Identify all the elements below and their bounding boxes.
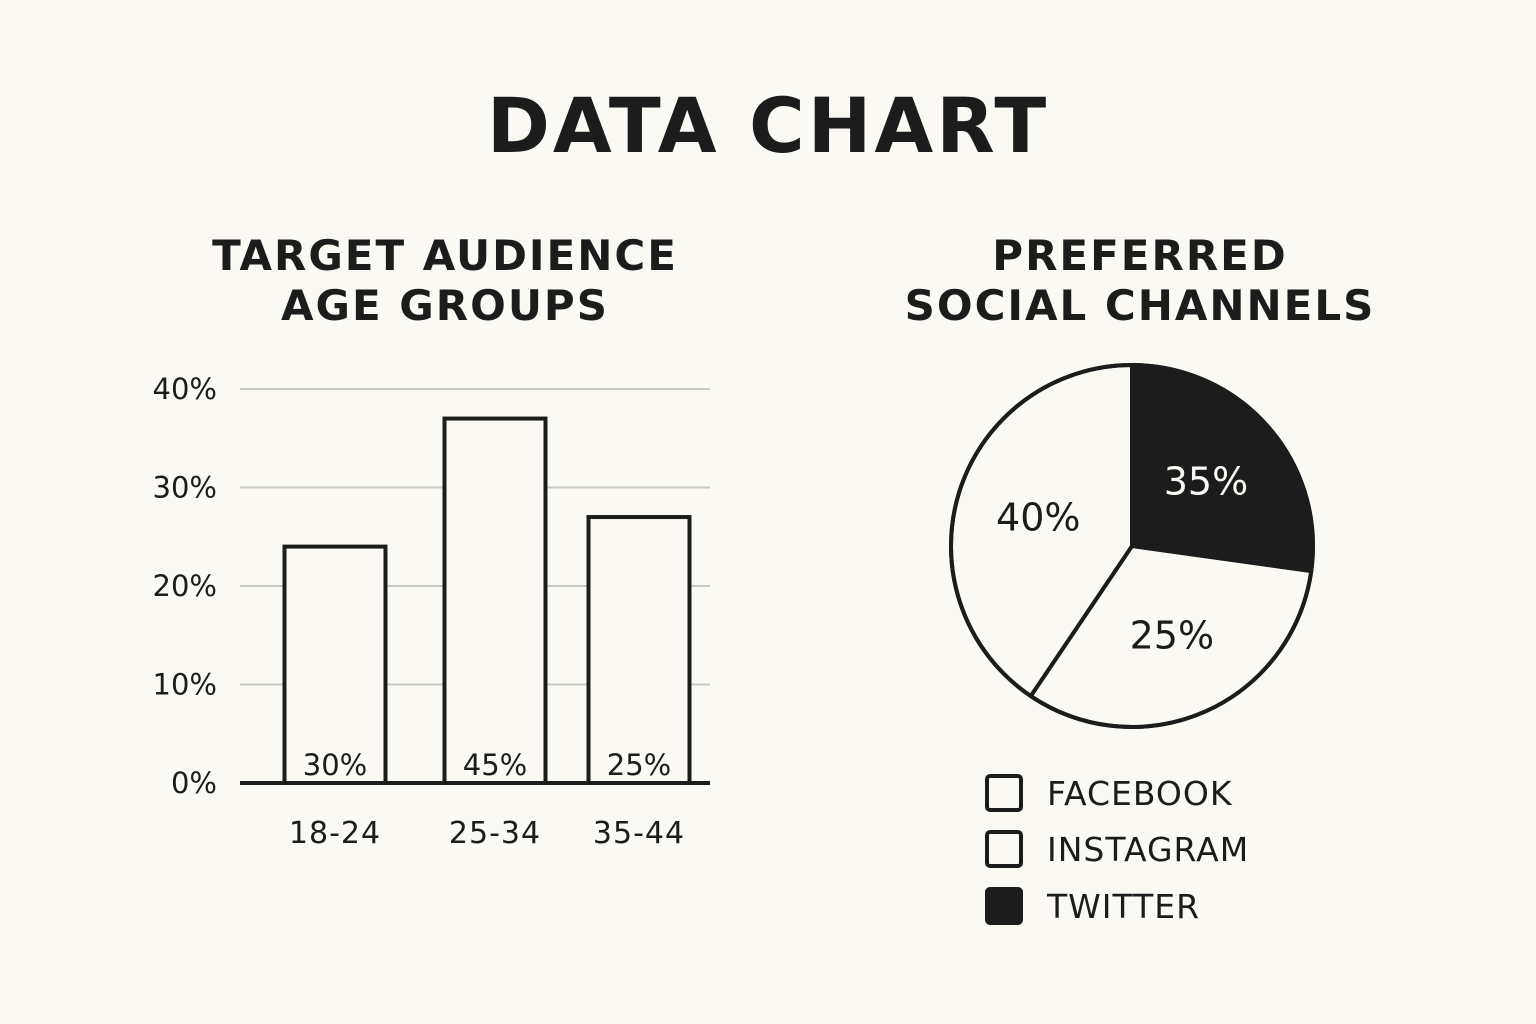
x-category-label-35-44: 35-44 (593, 816, 685, 851)
pie-outline (949, 363, 1315, 729)
pie-slice-label-facebook: 40% (996, 495, 1080, 539)
pie-chart-title-line-1: PREFERRED (992, 231, 1287, 280)
bar-25-34 (442, 416, 548, 785)
pie-slice-label-instagram: 25% (1130, 614, 1214, 658)
bar-chart-title-line-1: TARGET AUDIENCE (212, 231, 678, 280)
page-title: DATA CHART (486, 81, 1050, 170)
y-tick-label-20: 20% (153, 569, 217, 603)
legend-label-instagram: INSTAGRAM (1047, 830, 1249, 869)
legend-swatch-facebook (985, 774, 1023, 812)
bar-chart-title-line-2: AGE GROUPS (281, 281, 609, 330)
x-category-label-25-34: 25-34 (449, 816, 541, 851)
x-category-label-18-24: 18-24 (289, 816, 381, 851)
y-tick-label-40: 40% (153, 372, 217, 406)
bar-value-label-35-44: 25% (607, 748, 671, 782)
pie-chart-title-line-2: SOCIAL CHANNELS (905, 281, 1376, 330)
bar-chart-x-axis-labels: 18-24 25-34 35-44 (289, 816, 685, 851)
pie-chart-legend: FACEBOOK INSTAGRAM TWITTER (985, 774, 1249, 926)
bar-35-44 (586, 515, 692, 785)
bar-chart-age-groups: TARGET AUDIENCE AGE GROUPS 0% 10% 20% 30% 40… (153, 231, 710, 851)
bar-value-label-25-34: 45% (463, 748, 527, 782)
y-tick-label-30: 30% (153, 471, 217, 505)
legend-label-twitter: TWITTER (1046, 887, 1200, 926)
legend-swatch-twitter (985, 887, 1023, 925)
y-tick-label-0: 0% (171, 766, 217, 800)
bar-chart-y-axis-ticks: 0% 10% 20% 30% 40% (153, 372, 217, 800)
legend-label-facebook: FACEBOOK (1047, 774, 1233, 813)
bar-value-label-18-24: 30% (303, 748, 367, 782)
bar-chart-bars: 30% 45% 25% (240, 416, 710, 785)
y-tick-label-10: 10% (153, 668, 217, 702)
pie-slice-label-twitter: 35% (1164, 460, 1248, 504)
pie-chart-social-channels: PREFERRED SOCIAL CHANNELS 35% 25% 40% FACE… (905, 231, 1376, 926)
legend-swatch-instagram (985, 830, 1023, 868)
pie-chart-slices: 35% 25% 40% (949, 363, 1315, 729)
